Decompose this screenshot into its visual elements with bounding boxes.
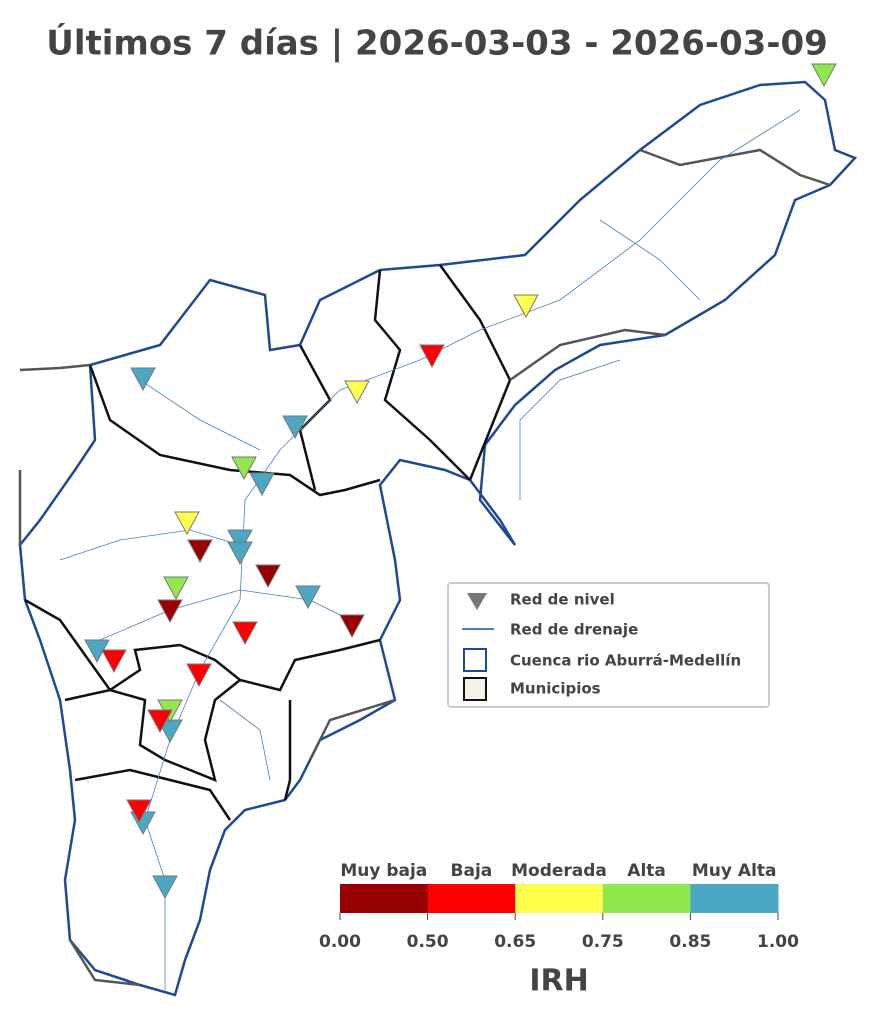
category-label: Muy baja [340, 861, 427, 881]
station [255, 564, 281, 589]
basin-outline [18, 80, 858, 997]
station [227, 541, 253, 566]
station [295, 585, 321, 610]
stations [84, 63, 837, 900]
station [231, 456, 257, 481]
category-label: Baja [451, 861, 493, 881]
station [227, 529, 253, 554]
station [282, 415, 308, 440]
station [232, 621, 258, 646]
category-label: Alta [627, 861, 666, 881]
colorbar: Muy baja Baja Moderada Alta Muy Alta 0.00 0.50… [319, 861, 799, 952]
colorbar-segment [602, 884, 691, 913]
legend-square [463, 648, 487, 672]
station [344, 380, 370, 405]
station [152, 875, 178, 900]
station [130, 367, 156, 392]
tick-label: 0.85 [669, 932, 711, 952]
legend-label: Municipios [510, 680, 601, 698]
station [811, 63, 837, 88]
legend-label: Red de drenaje [510, 621, 638, 639]
title: Últimos 7 días | 2026-03-03 - 2026-03-09 [46, 23, 828, 64]
station [249, 472, 275, 497]
tick-label: 0.75 [582, 932, 624, 952]
drainage [59, 109, 801, 990]
station [186, 663, 212, 688]
colorbar-label: IRH [529, 964, 588, 999]
legend-triangle [467, 593, 487, 610]
category-label: Moderada [511, 861, 607, 881]
station [163, 576, 189, 601]
station [419, 344, 445, 369]
tick-label: 0.50 [407, 932, 449, 952]
legend-label: Cuenca rio Aburrá-Medellín [510, 652, 741, 670]
legend: Red de nivel Red de drenaje Cuenca rio A… [447, 582, 770, 708]
station [187, 539, 213, 564]
other-boundaries [18, 148, 831, 987]
basin [18, 80, 858, 997]
colorbar-segment [340, 884, 429, 913]
station [126, 799, 152, 824]
municipios [24, 264, 512, 821]
tick-label: 0.65 [494, 932, 536, 952]
tick-label: 0.00 [319, 932, 361, 952]
colorbar-segment [690, 884, 779, 913]
station [174, 511, 200, 536]
category-label: Muy Alta [692, 861, 777, 881]
tick-label: 1.00 [757, 932, 799, 952]
colorbar-segment [427, 884, 516, 913]
legend-label: Red de nivel [510, 591, 615, 609]
station [101, 649, 127, 674]
station [147, 709, 173, 734]
station [339, 614, 365, 639]
legend-square [463, 677, 487, 701]
colorbar-segment [515, 884, 604, 913]
legend-box [447, 582, 770, 708]
station [157, 599, 183, 624]
station [513, 294, 539, 319]
